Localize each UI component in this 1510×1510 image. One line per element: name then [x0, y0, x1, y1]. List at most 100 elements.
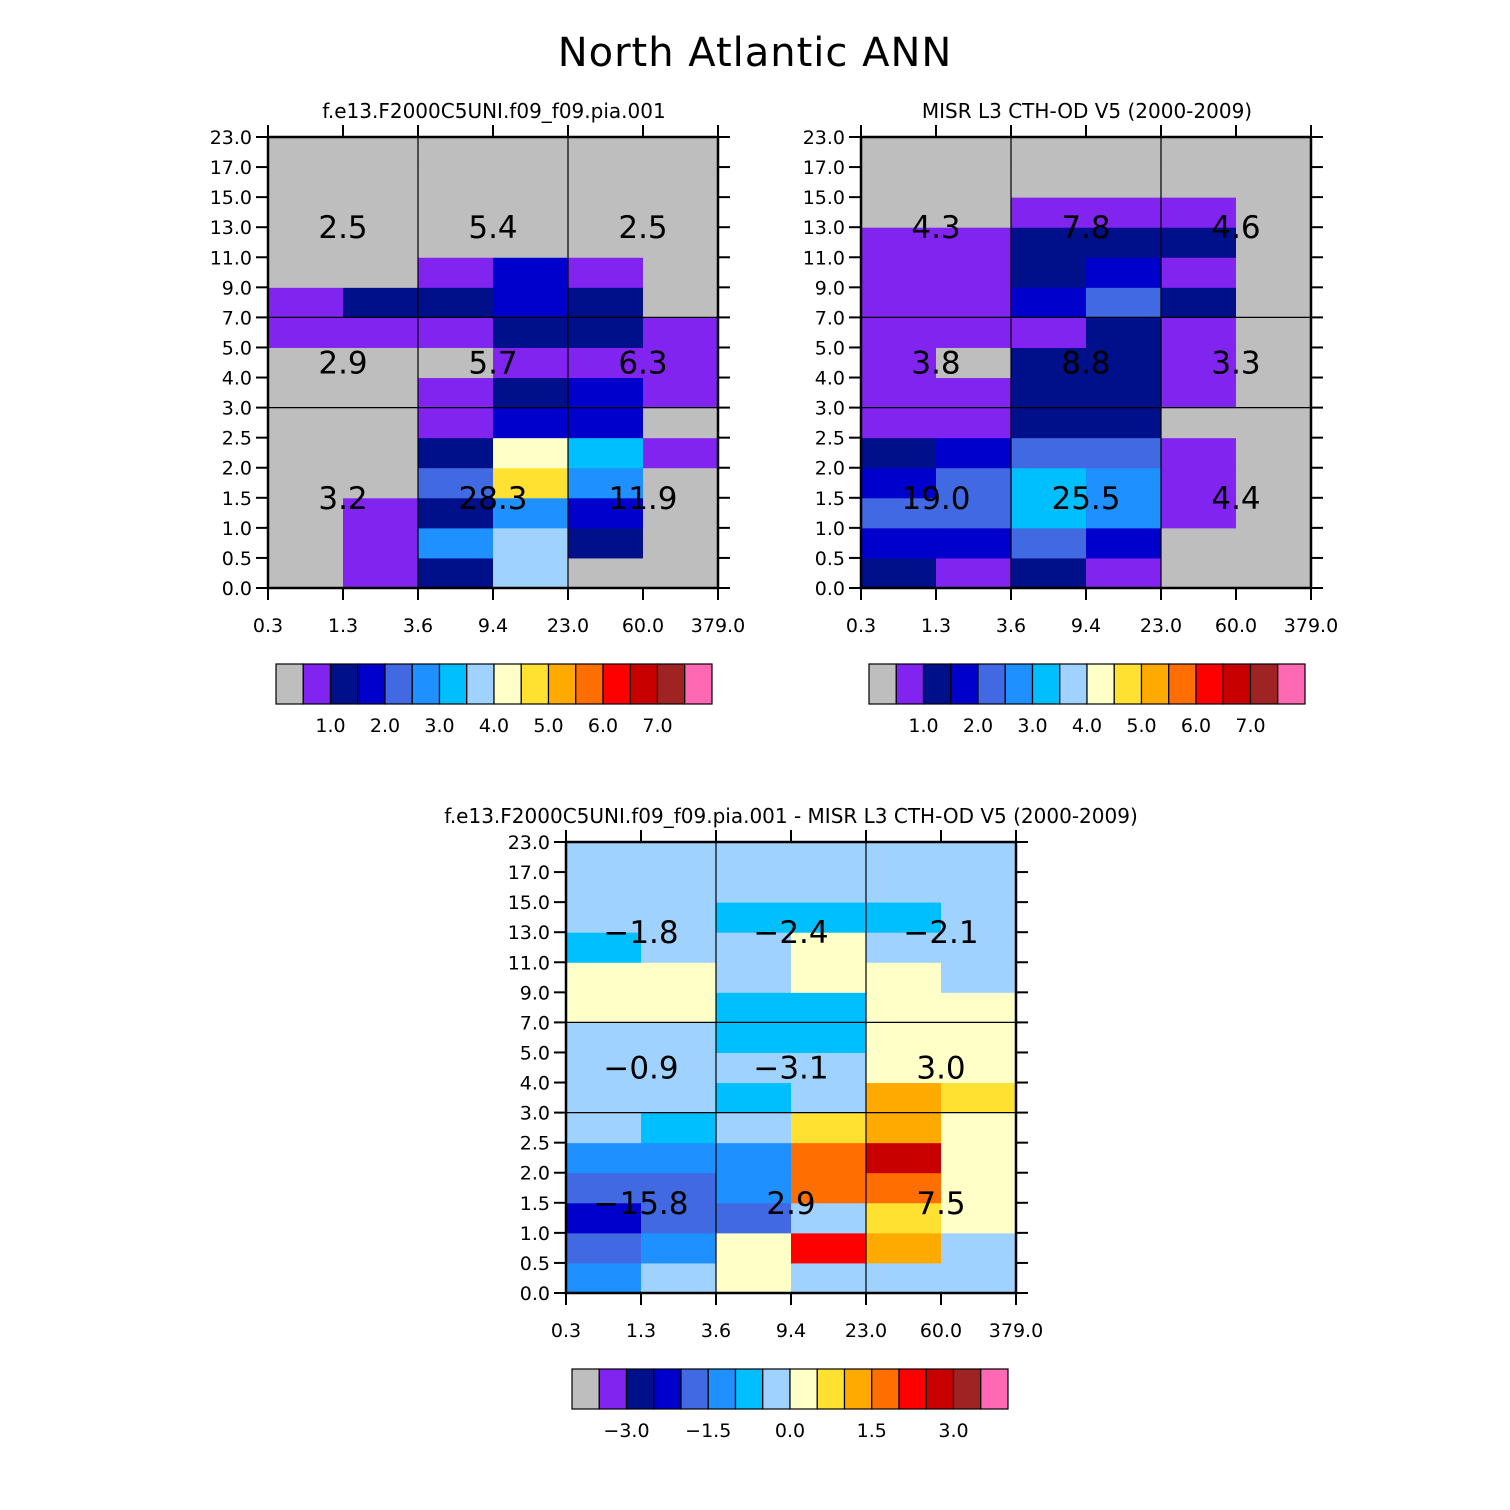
heatmap-cell	[566, 1202, 642, 1234]
region-value-label: −2.4	[753, 915, 828, 951]
region-value-label: 3.2	[318, 481, 367, 517]
colorbar-label: −3.0	[603, 1420, 649, 1442]
colorbar-label: 5.0	[533, 715, 563, 737]
heatmap-cell	[936, 377, 1012, 409]
heatmap-cell	[343, 197, 419, 228]
heatmap-cell	[941, 842, 1017, 873]
heatmap-cell	[866, 1022, 942, 1053]
heatmap-cell	[1161, 317, 1237, 348]
heatmap-cell	[861, 197, 937, 228]
heatmap-cell	[1236, 167, 1312, 198]
heatmap-cell	[936, 317, 1012, 348]
heatmap-cell	[1011, 497, 1087, 529]
heatmap-cell	[716, 902, 792, 933]
heatmap-cell	[343, 347, 419, 379]
heatmap-cell	[866, 1172, 942, 1204]
heatmap-cell	[861, 527, 937, 559]
heatmap-cell	[268, 527, 344, 559]
heatmap-cell	[791, 1082, 867, 1114]
heatmap-cell	[268, 197, 344, 228]
heatmap-cell	[936, 287, 1012, 318]
heatmap-cell	[268, 227, 344, 258]
heatmap-cell	[1086, 377, 1162, 409]
heatmap-cell	[643, 287, 719, 318]
heatmap-cell	[791, 872, 867, 903]
heatmap-cell	[866, 842, 942, 873]
heatmap-cell	[566, 1022, 642, 1053]
y-tick-label: 5.0	[520, 1042, 550, 1064]
region-value-label: 3.0	[916, 1051, 965, 1087]
heatmap-cell	[1236, 197, 1312, 228]
heatmap-cell	[1161, 557, 1237, 589]
heatmap-cell	[1086, 227, 1162, 258]
y-tick-label: 4.0	[815, 368, 845, 390]
heatmap-cell	[268, 347, 344, 379]
region-value-label: 3.8	[911, 346, 960, 382]
heatmap-cell	[343, 317, 419, 348]
heatmap-cell	[1086, 407, 1162, 439]
y-tick-label: 11.0	[210, 247, 252, 269]
colorbar-label: 5.0	[1126, 715, 1156, 737]
heatmap-cell	[1161, 437, 1237, 469]
y-tick-label: 13.0	[508, 922, 550, 944]
heatmap-panel-1: 3.2 28.3 11.92.9 5.7 6.32.5 5.4 2.50.00.51.01.…	[210, 125, 745, 737]
colorbar-swatch	[1140, 663, 1170, 705]
heatmap-cell	[936, 167, 1012, 198]
colorbar-label: 6.0	[588, 715, 618, 737]
colorbar-swatch	[1113, 663, 1143, 705]
heatmap-cell	[866, 1142, 942, 1174]
x-tick-label: 23.0	[845, 1320, 887, 1342]
heatmap-cell	[268, 557, 344, 589]
colorbar-swatch	[357, 663, 386, 705]
heatmap-cell	[941, 902, 1017, 933]
heatmap-cell	[643, 137, 719, 168]
heatmap-cell	[418, 377, 494, 409]
heatmap-cell	[936, 257, 1012, 288]
heatmap-cell	[1086, 257, 1162, 288]
y-tick-label: 5.0	[815, 337, 845, 359]
y-tick-label: 0.0	[222, 578, 252, 600]
heatmap-cell	[861, 407, 937, 439]
heatmap-cell	[936, 437, 1012, 469]
heatmap-cell	[1011, 347, 1087, 379]
heatmap-cell	[418, 257, 494, 288]
colorbar-swatch	[922, 663, 952, 705]
heatmap-cell	[936, 227, 1012, 258]
heatmap-cell	[643, 497, 719, 529]
y-tick-label: 4.0	[520, 1073, 550, 1095]
y-tick-label: 0.5	[222, 548, 252, 570]
heatmap-cell	[568, 317, 644, 348]
heatmap-cell	[343, 527, 419, 559]
colorbar-swatch	[571, 1368, 600, 1410]
heatmap-cell	[643, 197, 719, 228]
y-tick-label: 0.0	[520, 1283, 550, 1305]
heatmap-cell	[643, 377, 719, 409]
x-tick-label: 379.0	[691, 615, 745, 637]
x-tick-label: 1.3	[626, 1320, 656, 1342]
colorbar-label: 1.5	[857, 1420, 887, 1442]
y-tick-label: 1.5	[222, 488, 252, 510]
heatmap-cell	[1086, 287, 1162, 318]
region-value-label: 7.8	[1061, 210, 1110, 246]
colorbar-swatch	[629, 663, 659, 705]
heatmap-cell	[716, 1022, 792, 1053]
heatmap-cell	[493, 467, 569, 499]
colorbar: −3.0 −1.5 0.0 1.5 3.0	[571, 1368, 1009, 1442]
y-tick-label: 2.5	[815, 428, 845, 450]
heatmap-cell	[866, 1202, 942, 1234]
y-tick-label: 17.0	[508, 862, 550, 884]
heatmap-cell	[641, 962, 717, 993]
heatmap-cell	[866, 1112, 942, 1144]
colorbar-swatch	[1249, 663, 1279, 705]
heatmap-cell	[1011, 137, 1087, 168]
region-value-label: 19.0	[901, 481, 970, 517]
heatmap-cell	[418, 317, 494, 348]
colorbar-swatch	[925, 1368, 955, 1410]
colorbar-swatch	[438, 663, 468, 705]
heatmap-cell	[268, 137, 344, 168]
heatmap-cell	[493, 137, 569, 168]
colorbar-swatch	[684, 663, 713, 705]
x-tick-label: 9.4	[776, 1320, 806, 1342]
y-tick-label: 1.0	[520, 1223, 550, 1245]
colorbar-label: 3.0	[938, 1420, 968, 1442]
